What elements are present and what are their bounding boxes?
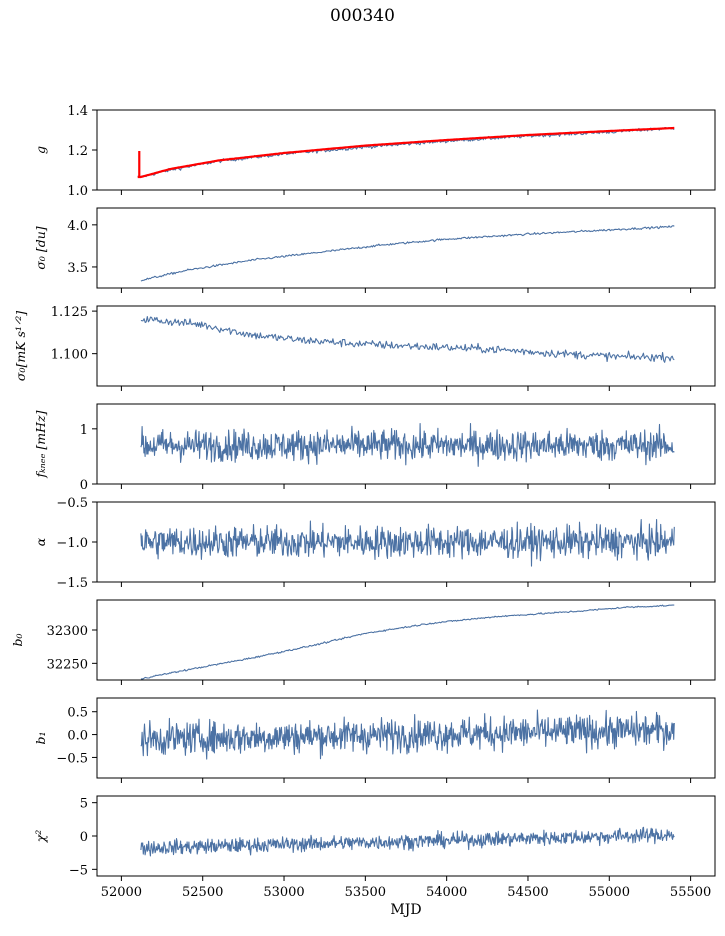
panel-8-series-line-1 [140, 826, 675, 857]
panel-2-frame [96, 207, 716, 289]
panel-1-ytick-label-3: 1.4 [67, 104, 88, 119]
panel-6-ylabel: b₀ [10, 633, 25, 646]
panel-6-series-line-1 [140, 604, 675, 680]
panel-8-ylabel: χ² [33, 830, 48, 844]
panel-8-xtick-label-4: 53500 [345, 885, 386, 900]
panel-6-ytick-label-2: 32300 [47, 624, 88, 639]
panel-8-xtick-label-1: 52000 [101, 885, 142, 900]
panel-5-ytick-label-1: −1.5 [56, 576, 88, 591]
panel-8-xtick-label-7: 55000 [589, 885, 630, 900]
panel-7-series-line-1 [140, 709, 675, 760]
panel-8-ytick-label-3: 5 [80, 797, 88, 812]
panel-4-ytick-label-2: 1 [80, 423, 88, 438]
panel-8-xlabel: MJD [390, 902, 421, 918]
panel-8-xtick-label-5: 54000 [426, 885, 467, 900]
panel-1-ylabel: g [33, 146, 48, 154]
panel-8-ytick-label-1: −5 [69, 863, 88, 878]
panel-7-ytick-label-1: −0.5 [56, 751, 88, 766]
panel-6-ytick-label-1: 32250 [47, 657, 88, 672]
panel-2-series-line-1 [140, 225, 675, 282]
panel-3-ytick-label-2: 1.125 [51, 305, 88, 320]
panel-8-ytick-label-2: 0 [80, 830, 88, 845]
panel-1-ytick-label-1: 1.0 [67, 184, 88, 199]
panel-5-ytick-label-2: −1.0 [56, 536, 88, 551]
panel-8-xtick-label-2: 52500 [182, 885, 223, 900]
panel-5-series-line-1 [140, 519, 675, 567]
panel-3-series-line-1 [140, 316, 675, 363]
panel-4-series-line-1 [140, 422, 675, 467]
figure-title: 000340 [330, 6, 395, 26]
panel-5-ylabel: α [33, 537, 48, 546]
panel-8-xtick-label-6: 54500 [507, 885, 548, 900]
panel-7-ytick-label-2: 0.0 [67, 729, 88, 744]
panel-4-ylabel: fₖₙₑₑ [mHz] [33, 410, 48, 478]
panel-8-xtick-label-8: 55500 [670, 885, 711, 900]
panel-3-ytick-label-1: 1.100 [51, 348, 88, 363]
panel-3-frame [96, 305, 716, 387]
panel-4-ytick-label-1: 0 [80, 478, 88, 493]
panel-1-series-line-1 [137, 127, 675, 178]
panel-4-frame [96, 403, 716, 485]
panel-7-frame [96, 697, 716, 779]
panel-2-ylabel: σ₀ [du] [33, 226, 48, 269]
panel-8-xtick-label-3: 53000 [263, 885, 304, 900]
panel-2-ytick-label-1: 3.5 [67, 261, 88, 276]
panel-7-ytick-label-3: 0.5 [67, 706, 88, 721]
panel-1-series-line-2 [137, 126, 675, 179]
panel-2-ytick-label-2: 4.0 [67, 219, 88, 234]
panel-7-ylabel: b₁ [33, 731, 48, 744]
panel-6-frame [96, 599, 716, 681]
panel-1-frame [96, 109, 716, 191]
panel-3-ylabel: σ₀[mK s¹ᐟ²] [13, 311, 28, 381]
panel-1-ytick-label-2: 1.2 [67, 144, 88, 159]
panel-5-ytick-label-3: −0.5 [56, 496, 88, 511]
